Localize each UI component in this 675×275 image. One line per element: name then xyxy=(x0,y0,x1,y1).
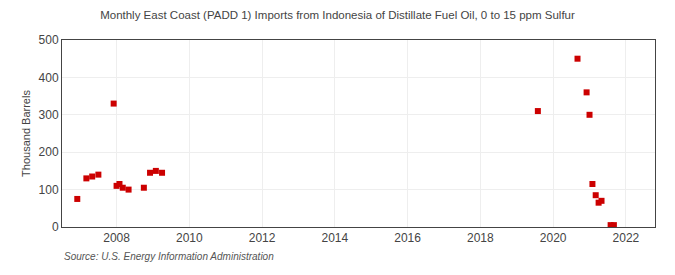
svg-text:2016: 2016 xyxy=(394,231,421,245)
svg-text:2014: 2014 xyxy=(321,231,348,245)
svg-text:2022: 2022 xyxy=(613,231,640,245)
svg-text:500: 500 xyxy=(39,33,59,47)
svg-text:2012: 2012 xyxy=(249,231,276,245)
svg-text:100: 100 xyxy=(39,183,59,197)
svg-text:0: 0 xyxy=(52,220,59,234)
svg-text:2010: 2010 xyxy=(176,231,203,245)
svg-text:Source: U.S. Energy Informatio: Source: U.S. Energy Information Administ… xyxy=(64,251,274,262)
svg-text:2008: 2008 xyxy=(103,231,130,245)
svg-text:Monthly East Coast (PADD 1) Im: Monthly East Coast (PADD 1) Imports from… xyxy=(100,9,575,21)
svg-text:2020: 2020 xyxy=(540,231,567,245)
svg-text:400: 400 xyxy=(39,71,59,85)
svg-text:300: 300 xyxy=(39,108,59,122)
svg-text:Thousand Barrels: Thousand Barrels xyxy=(20,90,32,177)
svg-text:2018: 2018 xyxy=(467,231,494,245)
svg-text:200: 200 xyxy=(39,145,59,159)
